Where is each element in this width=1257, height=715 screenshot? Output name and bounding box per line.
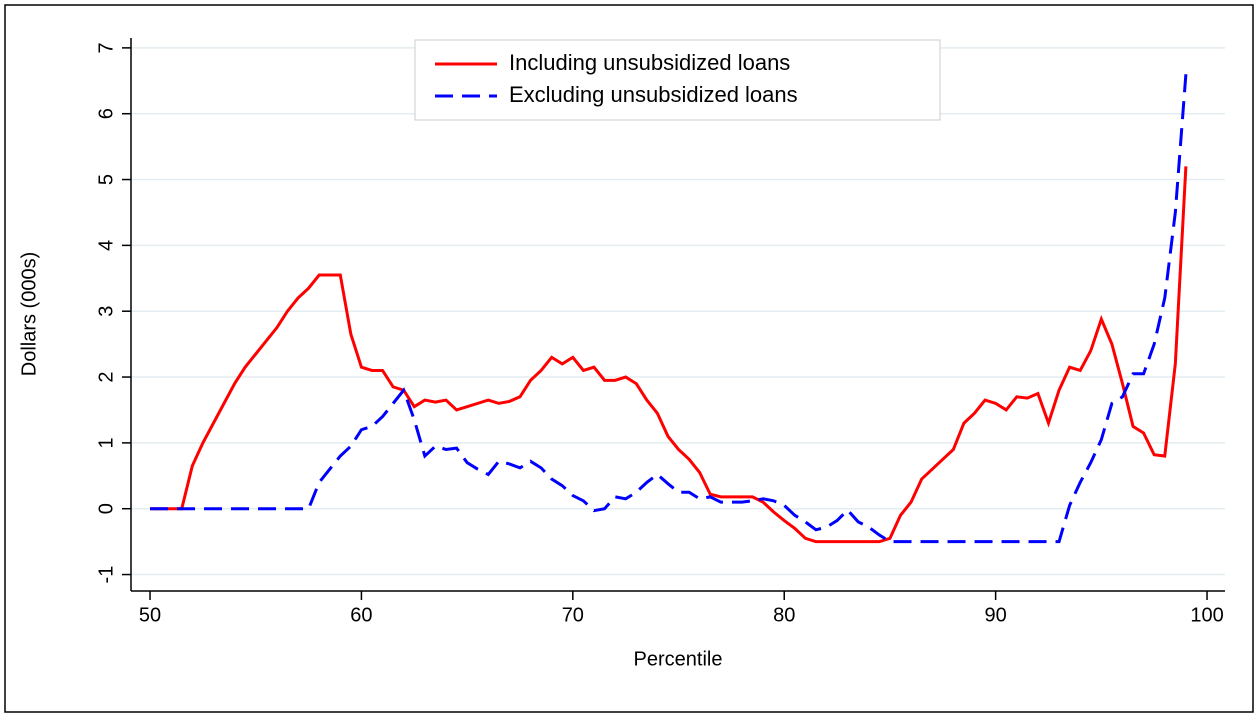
x-tick-label: 70 [562, 604, 584, 626]
y-tick-label: 7 [95, 42, 117, 53]
y-tick-label: 5 [95, 174, 117, 185]
y-tick-label: 1 [95, 437, 117, 448]
y-tick-label: 4 [95, 240, 117, 251]
x-tick-label: 50 [139, 604, 161, 626]
x-tick-label: 90 [985, 604, 1007, 626]
y-tick-label: 0 [95, 503, 117, 514]
x-tick-label: 80 [773, 604, 795, 626]
x-tick-label: 100 [1190, 604, 1223, 626]
series-line [150, 74, 1188, 544]
legend-label: Including unsubsidized loans [509, 50, 790, 75]
x-tick-label: 60 [350, 604, 372, 626]
y-tick-label: 6 [95, 108, 117, 119]
y-tick-label: -1 [95, 566, 117, 584]
series-line [150, 166, 1188, 544]
frame [4, 4, 1254, 713]
y-tick-label: 3 [95, 306, 117, 317]
legend-label: Excluding unsubsidized loans [509, 82, 798, 107]
x-axis-label: Percentile [634, 648, 723, 670]
y-tick-label: 2 [95, 371, 117, 382]
y-axis-label: Dollars (000s) [18, 252, 40, 376]
legend-box [414, 39, 941, 121]
